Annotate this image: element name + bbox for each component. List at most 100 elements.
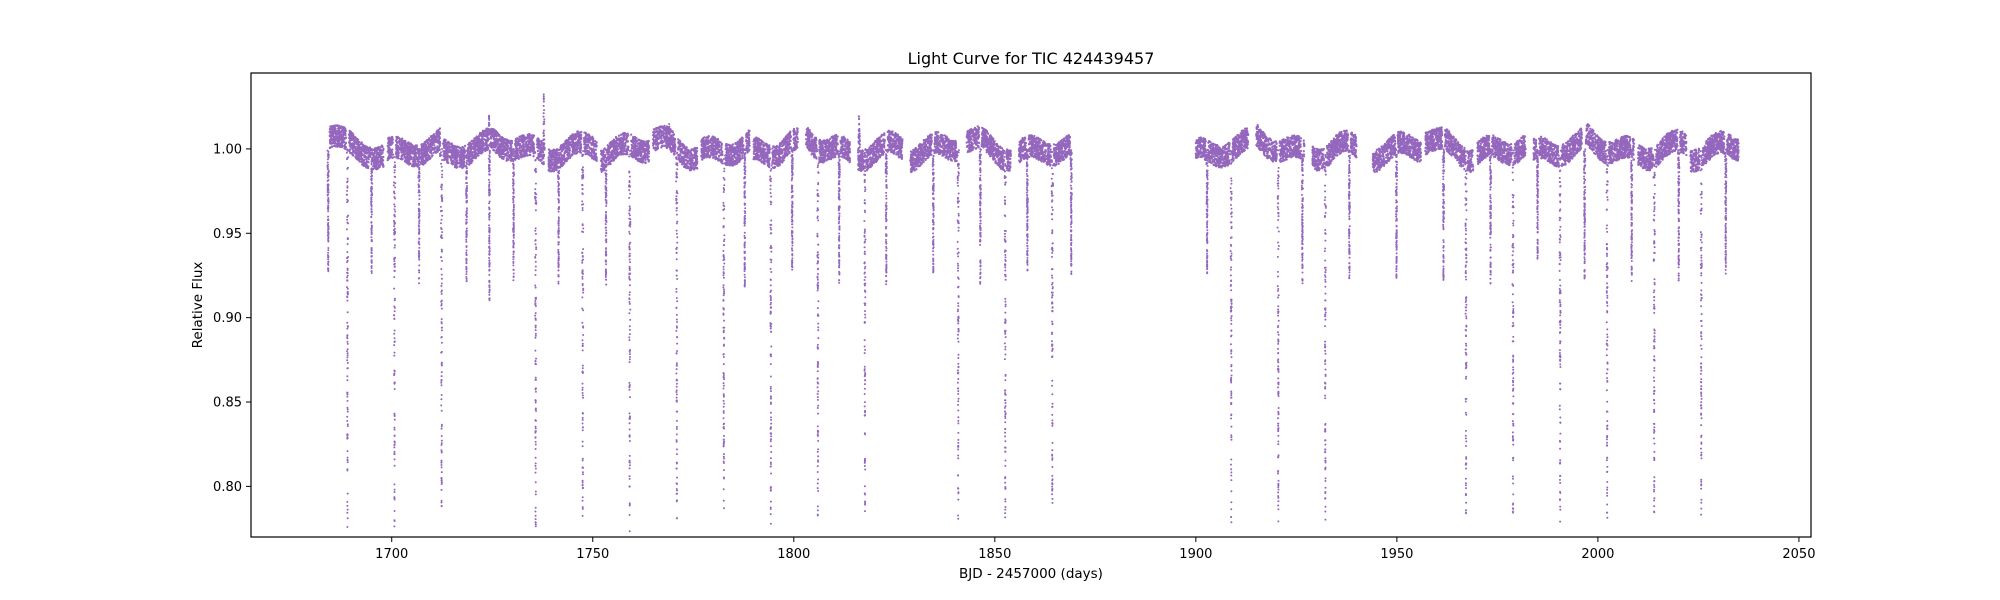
flux-point [430, 150, 432, 152]
flux-point [407, 142, 409, 144]
flux-point [731, 154, 733, 156]
flux-point [373, 157, 375, 159]
flux-point [367, 147, 369, 149]
flux-point [396, 144, 398, 146]
flux-point [587, 139, 589, 141]
flux-point [678, 142, 680, 144]
flux-point [520, 155, 522, 157]
flux-point [702, 137, 704, 139]
flux-point [645, 161, 647, 163]
flux-point [635, 154, 637, 156]
flux-point [414, 152, 416, 154]
flux-point [583, 143, 585, 145]
flux-point [367, 161, 369, 163]
flux-point [553, 151, 555, 153]
flux-point [738, 150, 740, 152]
flux-point [484, 139, 486, 141]
flux-point [401, 154, 403, 156]
flux-point [398, 140, 400, 142]
flux-point [338, 133, 340, 135]
flux-point [456, 161, 458, 163]
flux-point [425, 149, 427, 151]
flux-point [361, 150, 363, 152]
flux-point [666, 147, 668, 149]
flux-point [551, 170, 553, 172]
flux-point [532, 135, 534, 137]
flux-point [568, 155, 570, 157]
flux-point [397, 157, 399, 159]
flux-point [486, 129, 488, 131]
flux-point [550, 156, 552, 158]
flux-point [618, 135, 620, 137]
flux-point [524, 153, 526, 155]
flux-point [736, 145, 738, 147]
flux-point [390, 153, 392, 155]
flux-point [522, 139, 524, 141]
flux-point [746, 151, 748, 153]
flux-point [331, 129, 333, 131]
flux-point [497, 146, 499, 148]
flux-point [726, 147, 728, 149]
flux-point [372, 165, 374, 167]
flux-point [503, 156, 505, 158]
flux-point [634, 149, 636, 151]
flux-point [532, 141, 534, 143]
flux-point [336, 125, 338, 127]
flux-point [619, 140, 621, 142]
flux-point [565, 143, 567, 145]
flux-point [474, 150, 476, 152]
flux-point [339, 127, 341, 129]
flux-point [407, 155, 409, 157]
flux-point [426, 152, 428, 154]
flux-point [447, 150, 449, 152]
flux-point [453, 155, 455, 157]
flux-point [375, 167, 377, 169]
flux-point [548, 148, 550, 150]
flux-point [643, 157, 645, 159]
flux-point [595, 148, 597, 150]
flux-point [552, 153, 554, 155]
flux-point [547, 169, 549, 171]
flux-point [742, 140, 744, 142]
flux-point [608, 162, 610, 164]
flux-point [493, 131, 495, 133]
flux-point [585, 145, 587, 147]
flux-point [578, 142, 580, 144]
flux-point [520, 153, 522, 155]
flux-point [506, 157, 508, 159]
flux-point [530, 140, 532, 142]
flux-point [710, 149, 712, 151]
flux-point [653, 131, 655, 133]
flux-point [674, 138, 676, 140]
flux-point [564, 160, 566, 162]
flux-point [425, 155, 427, 157]
flux-point [727, 152, 729, 154]
flux-point [538, 154, 540, 156]
flux-point [452, 148, 454, 150]
flux-point [549, 161, 551, 163]
flux-point [577, 132, 579, 134]
flux-point [641, 148, 643, 150]
flux-point [745, 139, 747, 141]
flux-point [687, 151, 689, 153]
flux-point [345, 142, 347, 144]
flux-point [435, 151, 437, 153]
flux-point [468, 158, 470, 160]
flux-point [572, 141, 574, 143]
flux-point [415, 156, 417, 158]
flux-point [673, 147, 675, 149]
flux-point [748, 140, 750, 142]
flux-point [492, 146, 494, 148]
flux-point [518, 147, 520, 149]
flux-point [576, 149, 578, 151]
flux-point [434, 137, 436, 139]
flux-point [429, 157, 431, 159]
flux-point [712, 157, 714, 159]
flux-point [475, 137, 477, 139]
flux-point [457, 146, 459, 148]
flux-point [364, 150, 366, 152]
flux-point [568, 152, 570, 154]
flux-point [684, 152, 686, 154]
flux-point [379, 164, 381, 166]
flux-point [638, 143, 640, 145]
